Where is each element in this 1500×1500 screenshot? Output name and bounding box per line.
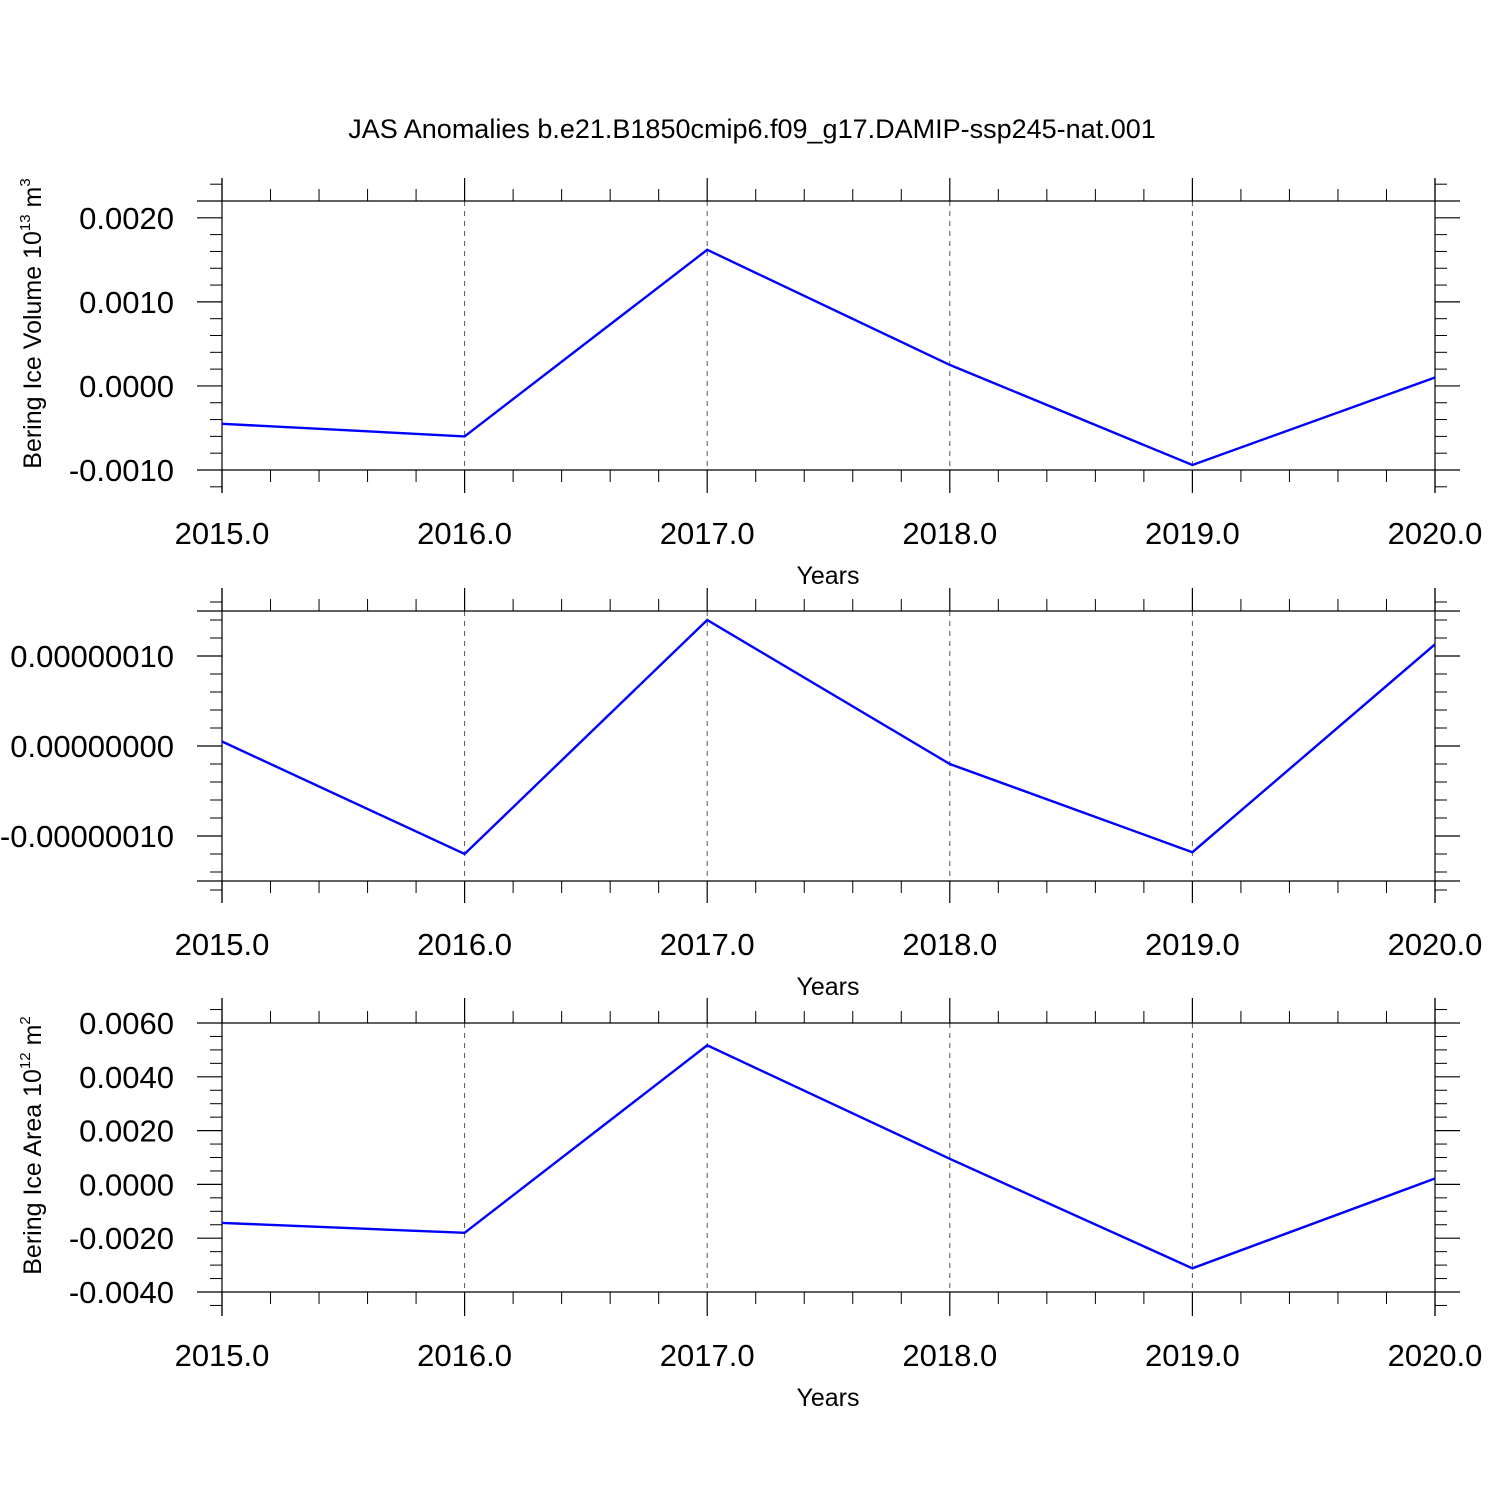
y-tick-label: 0.0020 xyxy=(79,1114,174,1149)
x-tick-label: 2015.0 xyxy=(175,927,270,962)
y-axis-label: Bering Ice Area 1012 m2 xyxy=(17,1016,47,1275)
x-tick-label: 2019.0 xyxy=(1145,927,1240,962)
y-axis-label-unit: m xyxy=(19,1025,47,1053)
y-tick-label: 0.00000000 xyxy=(10,729,174,764)
y-axis-label-unit: m xyxy=(19,187,47,215)
x-tick-label: 2016.0 xyxy=(417,927,512,962)
y-axis-label: Bering Ice Volume 1013 m3 xyxy=(17,178,47,468)
x-axis-label: Years xyxy=(796,973,859,1001)
series-line-1 xyxy=(221,248,1436,467)
y-axis-label-text: Bering Ice Volume 10 xyxy=(19,231,47,469)
y-axis-label-exponent: 13 xyxy=(17,214,34,231)
y-tick-label: 0.0000 xyxy=(79,1167,174,1202)
x-tick-label: 2018.0 xyxy=(902,927,997,962)
x-tick-label: 2020.0 xyxy=(1388,1338,1483,1373)
y-tick-label: 0.0060 xyxy=(79,1006,174,1041)
x-tick-label: 2019.0 xyxy=(1145,1338,1240,1373)
x-tick-label: 2020.0 xyxy=(1388,516,1483,551)
x-tick-label: 2015.0 xyxy=(175,1338,270,1373)
x-tick-label: 2018.0 xyxy=(902,516,997,551)
x-axis-label: Years xyxy=(796,1384,859,1412)
x-tick-label: 2019.0 xyxy=(1145,516,1240,551)
chart-panel-3: 0.00600.00400.00200.0000-0.0020-0.004020… xyxy=(17,998,1482,1412)
x-tick-label: 2016.0 xyxy=(417,1338,512,1373)
y-tick-label: 0.00000010 xyxy=(10,639,174,674)
y-tick-label: -0.0010 xyxy=(69,453,174,488)
x-tick-label: 2020.0 xyxy=(1388,927,1483,962)
series-line-1 xyxy=(221,618,1436,856)
x-tick-label: 2016.0 xyxy=(417,516,512,551)
y-axis-label-unit-exponent: 2 xyxy=(17,1016,34,1024)
x-tick-label: 2017.0 xyxy=(660,1338,755,1373)
x-tick-label: 2017.0 xyxy=(660,927,755,962)
y-tick-label: -0.00000010 xyxy=(0,819,174,854)
x-tick-label: 2018.0 xyxy=(902,1338,997,1373)
series-line-1 xyxy=(221,1043,1436,1270)
y-tick-label: 0.0040 xyxy=(79,1060,174,1095)
x-axis-label: Years xyxy=(796,562,859,590)
y-tick-label: -0.0020 xyxy=(69,1221,174,1256)
x-tick-label: 2015.0 xyxy=(175,516,270,551)
y-tick-label: -0.0040 xyxy=(69,1275,174,1310)
chart-panel-2: 0.00000010 0.00000000 -0.00000010 2015.0 201… xyxy=(0,588,1482,1001)
y-tick-label: 0.0010 xyxy=(79,285,174,320)
figure-title: JAS Anomalies b.e21.B1850cmip6.f09_g17.D… xyxy=(348,114,1156,144)
y-axis-label-text: Bering Ice Area 10 xyxy=(19,1069,47,1275)
y-axis-label-unit-exponent: 3 xyxy=(17,178,34,186)
x-tick-label: 2017.0 xyxy=(660,516,755,551)
y-tick-label: 0.0020 xyxy=(79,201,174,236)
y-axis-label-exponent: 12 xyxy=(17,1052,34,1069)
y-tick-label: 0.0000 xyxy=(79,369,174,404)
